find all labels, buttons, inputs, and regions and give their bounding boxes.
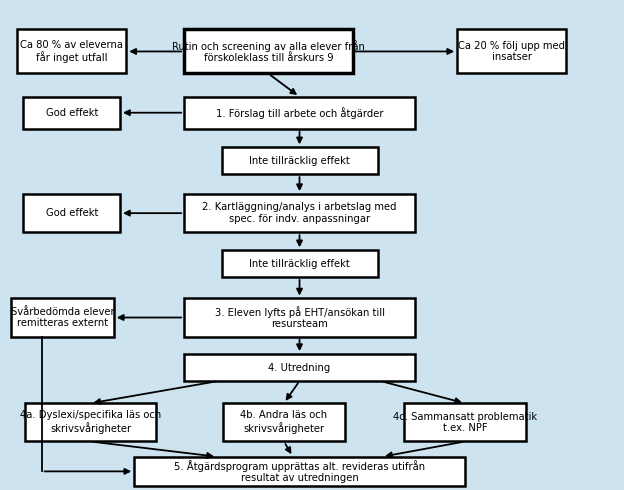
FancyBboxPatch shape [404,403,525,441]
FancyBboxPatch shape [184,97,415,128]
Text: Svårbedömda elever
remitteras externt: Svårbedömda elever remitteras externt [11,307,114,328]
FancyBboxPatch shape [184,354,415,381]
Text: 4b. Andra läs och
skrivsvårigheter: 4b. Andra läs och skrivsvårigheter [240,411,328,434]
FancyBboxPatch shape [24,194,120,232]
FancyBboxPatch shape [24,97,120,128]
Text: Ca 80 % av eleverna
får inget utfall: Ca 80 % av eleverna får inget utfall [20,40,124,63]
Text: Rutin och screening av alla elever från
förskoleklass till årskurs 9: Rutin och screening av alla elever från … [172,40,365,63]
FancyBboxPatch shape [222,147,378,174]
Text: God effekt: God effekt [46,108,98,118]
FancyBboxPatch shape [184,194,415,232]
Text: 4c. Sammansatt problematik
t.ex. NPF: 4c. Sammansatt problematik t.ex. NPF [393,412,537,433]
FancyBboxPatch shape [184,298,415,337]
Text: 3. Eleven lyfts på EHT/ansökan till
resursteam: 3. Eleven lyfts på EHT/ansökan till resu… [215,306,384,329]
FancyBboxPatch shape [25,403,156,441]
Text: Inte tillräcklig effekt: Inte tillräcklig effekt [249,259,350,269]
FancyBboxPatch shape [17,29,126,74]
FancyBboxPatch shape [223,403,344,441]
FancyBboxPatch shape [222,250,378,277]
Text: 1. Förslag till arbete och åtgärder: 1. Förslag till arbete och åtgärder [216,107,383,119]
Text: Ca 20 % följ upp med
insatser: Ca 20 % följ upp med insatser [458,41,565,62]
Text: Inte tillräcklig effekt: Inte tillräcklig effekt [249,156,350,166]
Text: God effekt: God effekt [46,208,98,218]
FancyBboxPatch shape [11,298,114,337]
Text: 4. Utredning: 4. Utredning [268,363,331,372]
Text: 2. Kartläggning/analys i arbetslag med
spec. för indv. anpassningar: 2. Kartläggning/analys i arbetslag med s… [202,202,397,224]
Text: 4a. Dyslexi/specifika läs och
skrivsvårigheter: 4a. Dyslexi/specifika läs och skrivsvåri… [20,411,161,434]
FancyBboxPatch shape [134,457,465,486]
FancyBboxPatch shape [184,29,353,74]
Text: 5. Åtgärdsprogram upprättas alt. revideras utifrån
resultat av utredningen: 5. Åtgärdsprogram upprättas alt. revider… [174,460,425,483]
FancyBboxPatch shape [457,29,567,74]
